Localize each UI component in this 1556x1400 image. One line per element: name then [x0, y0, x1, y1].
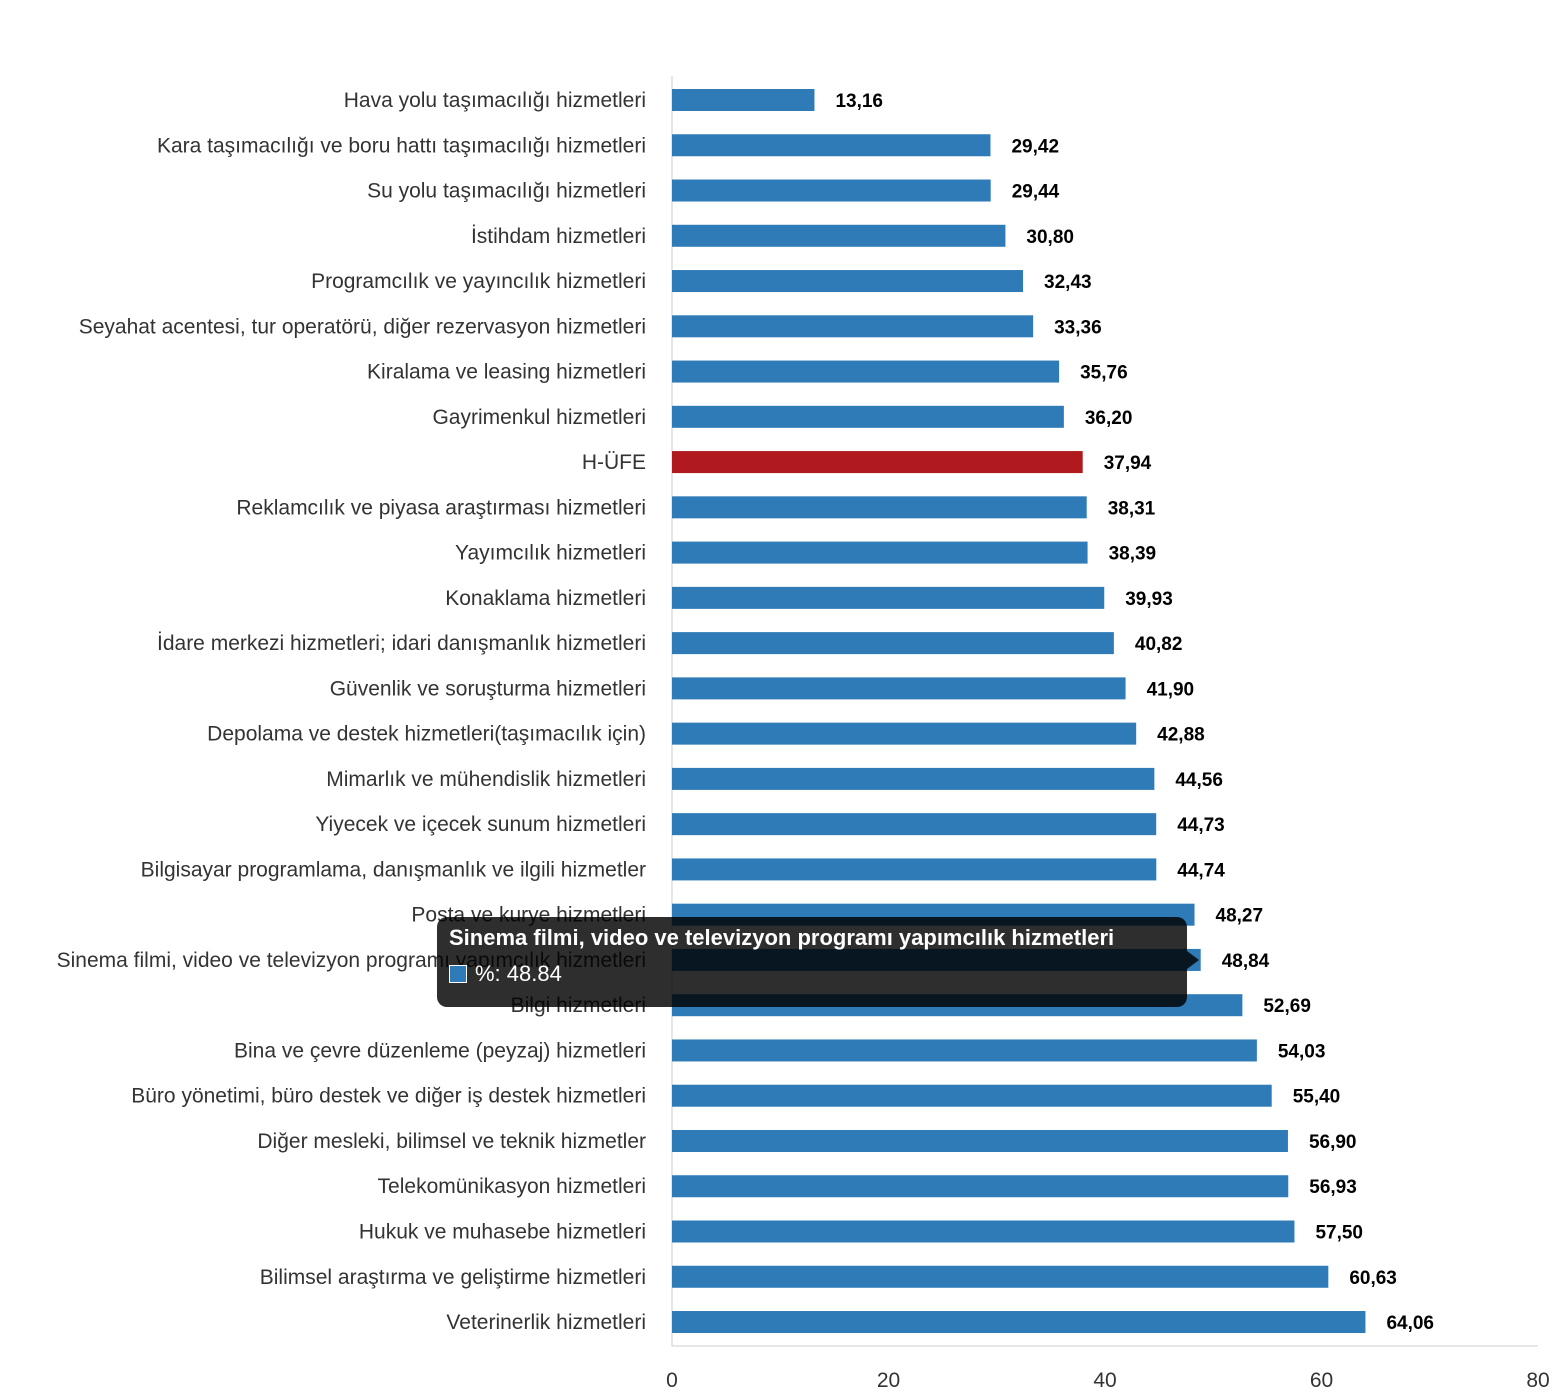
- bar: [672, 813, 1157, 836]
- bar: [672, 315, 1034, 338]
- bar: [672, 496, 1087, 519]
- data-label: 44,56: [1175, 770, 1223, 791]
- bar: [672, 1129, 1288, 1152]
- tooltip-value: %: 48.84: [475, 961, 562, 986]
- category-label: H-ÜFE: [582, 451, 646, 474]
- category-label: Yiyecek ve içecek sunum hizmetleri: [315, 813, 646, 836]
- x-tick-label: 20: [877, 1369, 900, 1392]
- data-label: 33,36: [1054, 317, 1102, 338]
- tooltip-arrow: [1187, 951, 1199, 969]
- category-label: Hukuk ve muhasebe hizmetleri: [359, 1221, 646, 1244]
- category-label: Depolama ve destek hizmetleri(taşımacılı…: [207, 723, 646, 746]
- bar: [672, 677, 1126, 700]
- bar: [672, 224, 1006, 247]
- x-tick-label: 40: [1093, 1369, 1116, 1392]
- bar: [672, 1220, 1295, 1243]
- category-label: Güvenlik ve soruşturma hizmetleri: [330, 677, 646, 700]
- data-label: 36,20: [1085, 408, 1133, 429]
- category-label: Yayımcılık hizmetleri: [455, 542, 646, 565]
- data-label: 13,16: [835, 91, 883, 112]
- data-label: 39,93: [1125, 589, 1173, 610]
- bar: [672, 89, 815, 111]
- data-label: 32,43: [1044, 272, 1092, 293]
- category-label: Bilimsel araştırma ve geliştirme hizmetl…: [260, 1266, 646, 1289]
- bar: [672, 767, 1155, 790]
- data-label: 29,42: [1011, 136, 1059, 157]
- category-label: Bilgisayar programlama, danışmanlık ve i…: [141, 858, 646, 881]
- category-label: Diğer mesleki, bilimsel ve teknik hizmet…: [257, 1130, 646, 1153]
- data-label: 30,80: [1026, 227, 1074, 248]
- data-label: 48,84: [1222, 951, 1270, 972]
- bar: [672, 858, 1157, 881]
- category-label: Programcılık ve yayıncılık hizmetleri: [311, 270, 646, 293]
- bar: [672, 541, 1088, 564]
- bar: [672, 405, 1064, 428]
- data-label: 48,27: [1216, 906, 1264, 927]
- category-label: Veterinerlik hizmetleri: [446, 1311, 646, 1334]
- data-label: 38,31: [1108, 498, 1156, 519]
- bar: [672, 1265, 1329, 1288]
- category-label: Gayrimenkul hizmetleri: [432, 406, 646, 429]
- x-tick-label: 80: [1526, 1369, 1549, 1392]
- bar: [672, 134, 991, 157]
- tooltip-series-swatch: [449, 965, 467, 983]
- data-label: 38,39: [1109, 544, 1157, 565]
- x-tick-label: 60: [1310, 1369, 1333, 1392]
- bar: [672, 1175, 1289, 1198]
- category-label: Reklamcılık ve piyasa araştırması hizmet…: [236, 496, 646, 519]
- category-label: İstihdam hizmetleri: [471, 225, 646, 248]
- bar: [672, 1311, 1366, 1334]
- data-label: 40,82: [1135, 634, 1183, 655]
- x-tick-label: 0: [666, 1369, 678, 1392]
- data-label: 42,88: [1157, 725, 1205, 746]
- category-label: Kara taşımacılığı ve boru hattı taşımacı…: [157, 134, 646, 157]
- data-label: 56,90: [1309, 1132, 1357, 1153]
- data-label: 60,63: [1349, 1268, 1397, 1289]
- category-label: Telekomünikasyon hizmetleri: [378, 1175, 646, 1198]
- category-label: Seyahat acentesi, tur operatörü, diğer r…: [79, 315, 646, 338]
- bar: [672, 270, 1024, 293]
- data-label: 54,03: [1278, 1041, 1326, 1062]
- data-label: 44,74: [1177, 860, 1225, 881]
- tooltip-row: %: 48.84: [449, 961, 1175, 987]
- category-label: Su yolu taşımacılığı hizmetleri: [367, 180, 646, 203]
- bar: [672, 179, 991, 202]
- data-label: 29,44: [1012, 182, 1060, 203]
- data-label: 37,94: [1104, 453, 1152, 474]
- data-label: 57,50: [1315, 1223, 1363, 1244]
- bar-highlight: [672, 451, 1083, 474]
- chart-tooltip: Sinema filmi, video ve televizyon progra…: [437, 917, 1199, 1007]
- category-label: Mimarlık ve mühendislik hizmetleri: [326, 768, 646, 791]
- bar: [672, 632, 1114, 655]
- category-label: İdare merkezi hizmetleri; idari danışman…: [157, 632, 646, 655]
- bar: [672, 722, 1137, 745]
- data-label: 35,76: [1080, 363, 1128, 384]
- data-label: 55,40: [1293, 1087, 1341, 1108]
- bar: [672, 586, 1105, 609]
- category-label: Kiralama ve leasing hizmetleri: [367, 361, 646, 384]
- category-label: Hava yolu taşımacılığı hizmetleri: [344, 89, 646, 112]
- category-label: Konaklama hizmetleri: [445, 587, 646, 610]
- tooltip-title: Sinema filmi, video ve televizyon progra…: [449, 925, 1115, 950]
- category-label: Büro yönetimi, büro destek ve diğer iş d…: [131, 1085, 646, 1108]
- data-label: 64,06: [1386, 1313, 1434, 1334]
- data-label: 44,73: [1177, 815, 1225, 836]
- bar: [672, 1039, 1257, 1062]
- data-label: 52,69: [1263, 996, 1311, 1017]
- category-label: Bina ve çevre düzenleme (peyzaj) hizmetl…: [234, 1039, 646, 1062]
- bar: [672, 360, 1060, 383]
- data-label: 41,90: [1147, 679, 1195, 700]
- data-label: 56,93: [1309, 1177, 1357, 1198]
- bar: [672, 1084, 1272, 1107]
